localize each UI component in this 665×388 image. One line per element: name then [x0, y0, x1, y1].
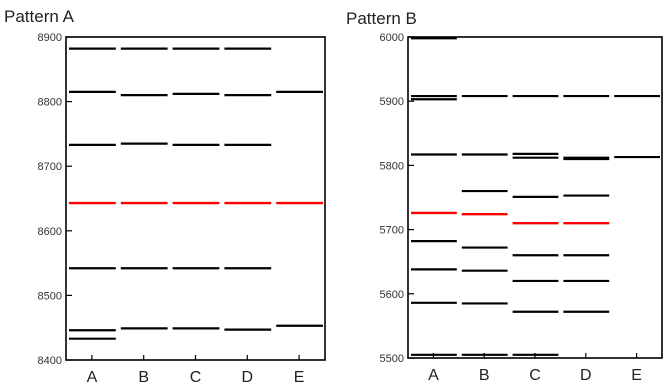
chart-a-category-label: A: [87, 369, 98, 386]
chart-a-plot-frame: [65, 36, 326, 361]
chart-a-ytick-label: 8400: [38, 355, 62, 367]
chart-b-ytick-label: 6000: [380, 32, 404, 44]
chart-b-ytick-label: 5500: [380, 353, 404, 365]
chart-b-ytick-label: 5700: [380, 225, 404, 237]
chart-b-title: Pattern B: [346, 9, 417, 28]
chart-b-ytick-label: 5600: [380, 289, 404, 301]
chart-a-ytick-label: 8900: [38, 32, 62, 44]
chart-b-ytick-label: 5900: [380, 96, 404, 108]
chart-a-ytick-label: 8500: [38, 290, 62, 302]
chart-b-category-label: E: [631, 367, 642, 384]
chart-a-ytick-label: 8800: [38, 97, 62, 109]
chart-a-title: Pattern A: [4, 7, 75, 26]
chart-a-ytick-label: 8600: [38, 226, 62, 238]
chart-a-ytick-label: 8700: [38, 161, 62, 173]
chart-b-category-label: A: [428, 367, 439, 384]
chart-a-category-label: D: [242, 369, 254, 386]
chart-b-ytick-label: 5800: [380, 160, 404, 172]
chart-b-category-label: C: [529, 367, 541, 384]
chart-b-category-label: B: [479, 367, 490, 384]
chart-a-category-label: C: [190, 369, 202, 386]
chart-a-category-label: E: [294, 369, 305, 386]
chart-a-category-label: B: [138, 369, 149, 386]
chart-b-category-label: D: [580, 367, 592, 384]
